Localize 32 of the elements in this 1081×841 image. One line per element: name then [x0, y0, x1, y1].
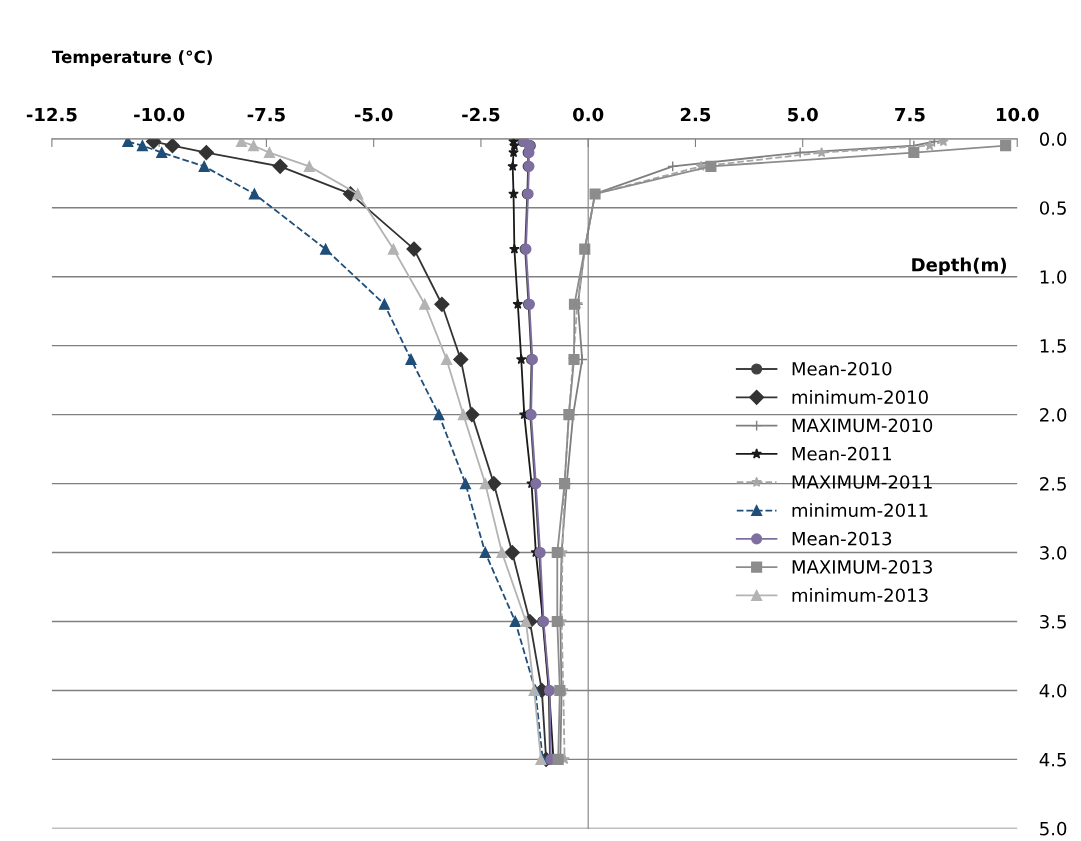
- x-tick-label: -10.0: [134, 107, 185, 122]
- y-tick-label: 1.0: [1040, 270, 1067, 284]
- legend-label: MAXIMUM-2011: [792, 475, 932, 489]
- x-tick-label: 7.5: [895, 107, 925, 122]
- x-tick-label: -2.5: [462, 107, 500, 122]
- y-tick-label: 4.5: [1039, 753, 1066, 767]
- x-tick-label: 2.5: [680, 107, 711, 122]
- x-tick-label: 0.0: [573, 107, 604, 122]
- y-tick-label: 1.5: [1040, 339, 1066, 353]
- y-tick-label: 3.5: [1040, 614, 1066, 629]
- y-tick-label: 4.0: [1039, 683, 1067, 698]
- legend-label: Mean-2011: [792, 446, 891, 461]
- x-tick-label: 5.0: [788, 107, 818, 122]
- legend-label: minimum-2013: [792, 588, 928, 603]
- x-tick-label: -12.5: [26, 107, 77, 122]
- legend-label: minimum-2011: [792, 503, 928, 518]
- legend-label: minimum-2010: [792, 389, 928, 404]
- y-axis-title: Depth(m): [912, 257, 1007, 276]
- y-tick-label: 2.5: [1040, 477, 1066, 491]
- x-tick-label: 10.0: [996, 107, 1039, 122]
- y-tick-label: 2.0: [1040, 408, 1067, 422]
- legend-label: MAXIMUM-2010: [792, 418, 933, 433]
- legend-label: Mean-2013: [792, 531, 892, 546]
- x-tick-label: -5.0: [354, 107, 393, 122]
- y-tick-label: 0.0: [1039, 132, 1067, 146]
- legend-label: MAXIMUM-2013: [792, 560, 932, 574]
- y-tick-label: 0.5: [1039, 201, 1066, 215]
- x-axis-title: Temperature (°C): [51, 50, 212, 67]
- y-tick-label: 5.0: [1040, 821, 1067, 836]
- y-tick-label: 3.0: [1040, 546, 1067, 560]
- x-tick-label: -7.5: [247, 107, 285, 122]
- legend-label: Mean-2010: [792, 361, 892, 376]
